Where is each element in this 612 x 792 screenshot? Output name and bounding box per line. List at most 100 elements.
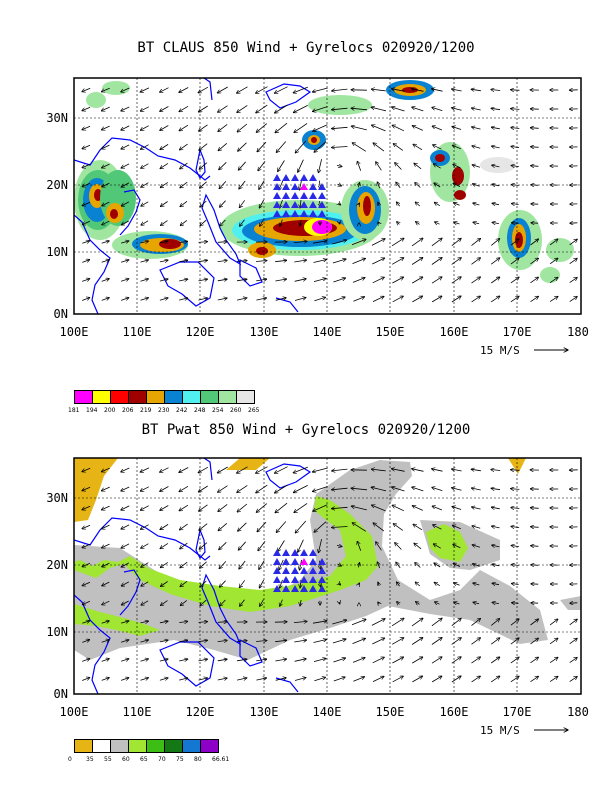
wind-vector [530, 296, 539, 303]
wind-vector [275, 640, 287, 641]
wind-vector [412, 89, 424, 92]
lon-label: 130E [250, 705, 279, 719]
wind-vector [392, 676, 404, 683]
wind-vector [218, 504, 228, 511]
lon-label: 100E [60, 705, 89, 719]
wind-vector [82, 125, 91, 130]
wind-vector [451, 277, 461, 284]
wind-vector [431, 618, 442, 627]
wind-vector [412, 126, 423, 131]
wind-vector [160, 182, 169, 187]
wind-vector [333, 658, 345, 663]
wind-vector [453, 563, 461, 567]
wind-vector [491, 239, 499, 246]
wind-vector [411, 618, 423, 627]
wind-vector [510, 657, 519, 664]
wind-vector [82, 659, 90, 662]
wind-vector [453, 183, 461, 187]
wind-vector [451, 618, 461, 627]
wind-vector [141, 543, 149, 549]
gyre-marker [282, 201, 290, 208]
wind-vector [472, 564, 480, 566]
wind-vector [199, 561, 207, 568]
wind-vector [352, 143, 367, 152]
wind-vector [295, 520, 307, 533]
wind-vector [473, 602, 480, 604]
wind-vector [82, 640, 89, 643]
wind-vector [511, 128, 520, 129]
lon-label: 140E [313, 705, 342, 719]
wind-vector [471, 676, 481, 683]
wind-vector [471, 618, 481, 626]
wind-vector [332, 507, 348, 508]
wind-vector [140, 87, 150, 92]
panel2-map [74, 458, 581, 694]
wind-vector [371, 89, 386, 91]
wind-vector [416, 222, 420, 225]
colorbar-label: 65 [140, 756, 148, 763]
wind-vector [434, 183, 441, 188]
panel1-title: BT CLAUS 850 Wind + Gyrelocs 020920/1200 [137, 40, 475, 56]
wind-vector [141, 220, 149, 225]
wind-vector [140, 467, 150, 472]
wind-vector [179, 298, 188, 300]
wind-vector [392, 107, 405, 112]
wind-vector [549, 239, 558, 246]
wind-vector [453, 164, 461, 169]
gyre-marker [309, 210, 317, 217]
wind-vector [161, 220, 168, 226]
wind-vector [530, 638, 539, 645]
gyre-marker [282, 549, 290, 556]
wind-vector [82, 678, 90, 681]
wind-vector [256, 279, 267, 281]
panel2-title: BT Pwat 850 Wind + Gyrelocs 020920/1200 [141, 422, 471, 438]
colorbar-swatch [92, 739, 111, 753]
wind-vector [275, 502, 288, 513]
wind-vector [219, 561, 227, 568]
gyre-marker [300, 210, 308, 217]
lat-label: 30N [46, 491, 68, 505]
wind-vector [471, 296, 481, 303]
lat-label: 10N [46, 245, 68, 259]
wind-vector [372, 657, 385, 664]
wind-vector [179, 659, 188, 661]
wind-vector [140, 678, 149, 681]
wind-vector [491, 526, 500, 528]
wind-vector [101, 298, 110, 301]
wind-vector [200, 599, 207, 606]
wind-vector [333, 297, 345, 302]
panel2-gyrelocs [273, 549, 326, 592]
wind-vector [391, 89, 405, 92]
wind-vector [392, 487, 405, 492]
wind-vector [121, 543, 130, 548]
wind-vector [451, 296, 461, 303]
wind-vector [179, 260, 188, 262]
gyre-marker [318, 567, 326, 574]
wind-vector [239, 560, 246, 569]
wind-vector [101, 486, 110, 491]
wind-vector [141, 182, 149, 188]
wind-vector [392, 638, 404, 645]
wind-vector [294, 640, 306, 642]
wind-vector [511, 146, 520, 147]
wind-vector [371, 487, 386, 492]
wind-vector [159, 279, 168, 281]
wind-vector [332, 89, 348, 91]
wind-vector [217, 659, 227, 661]
colorbar-swatch [74, 390, 93, 404]
wind-vector [219, 162, 227, 169]
wind-vector [120, 279, 129, 282]
wind-vector [451, 89, 462, 91]
wind-vector [396, 562, 401, 569]
wind-vector [395, 543, 402, 550]
wind-vector [332, 127, 348, 128]
wind-vector [82, 581, 91, 586]
lon-label: 110E [123, 325, 152, 339]
gyre-marker [300, 585, 308, 592]
wind-vector [82, 600, 90, 604]
gyre-marker [300, 576, 308, 583]
wind-vector [274, 466, 288, 474]
wind-vector [217, 86, 228, 93]
wind-vector [397, 602, 400, 605]
wind-vector [431, 676, 442, 683]
